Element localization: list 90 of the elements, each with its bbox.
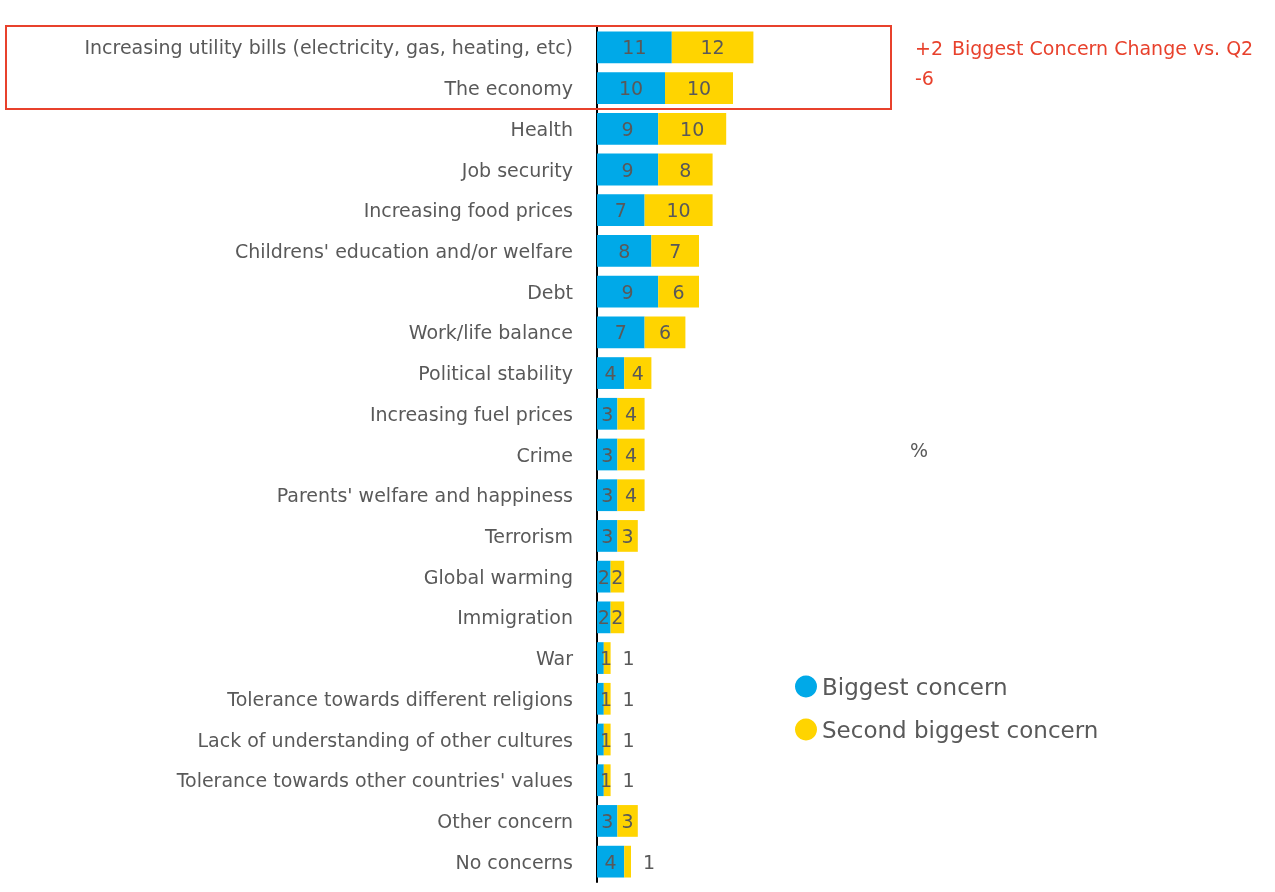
data-label: 7 [669,239,682,262]
data-label: 9 [621,158,634,181]
bar [644,316,686,349]
y-tick-label: Increasing food prices [363,199,573,222]
y-tick-label: Global warming [423,565,573,588]
data-label: 7 [614,199,627,222]
data-label: 4 [604,850,617,873]
data-label: 10 [680,117,705,140]
bar [617,479,645,512]
bar [658,153,713,186]
data-label: 3 [621,809,634,832]
data-label: 2 [611,606,624,629]
data-label: 3 [601,443,614,466]
bar [597,845,625,878]
data-label: 3 [601,484,614,507]
y-tick-label: Work/life balance [408,321,573,344]
bar [617,520,638,552]
data-label: 1 [622,647,635,670]
y-tick-label: Parents' welfare and happiness [276,484,573,507]
data-label: 3 [601,809,614,832]
data-label: 4 [604,362,617,385]
bar [617,805,638,837]
y-tick-label: Other concern [437,809,573,832]
bar [644,194,713,227]
data-label: 3 [621,524,634,547]
y-tick-label: Lack of understanding of other cultures [197,728,573,751]
data-label: 10 [666,199,691,222]
bar [597,194,645,227]
data-label: 7 [614,321,627,344]
bar [597,112,659,145]
text: Biggest Concern Change vs. Q2 [952,36,1254,59]
data-label: 2 [597,606,610,629]
data-label: 4 [624,402,638,425]
y-tick-label: Job security [460,158,573,181]
bar [671,31,754,64]
y-tick-label: Increasing utility bills (electricity, gas, heating, etc) [84,36,573,59]
data-label: 4 [624,484,638,507]
data-label: 9 [621,117,634,140]
legend-label: Biggest concern [822,673,1008,700]
bar [597,357,625,389]
data-label: 1 [622,769,635,792]
data-label: 9 [621,280,634,303]
bar [617,397,645,430]
data-label: 3 [601,402,614,425]
bar [597,275,659,308]
bar [624,845,631,878]
data-label: 1 [622,728,635,751]
bar [597,31,672,64]
bar [624,357,652,389]
text: % [910,438,929,461]
bar [597,72,665,104]
data-label: 6 [658,321,672,344]
data-label: 2 [597,565,610,588]
y-tick-label: Political stability [418,362,573,385]
data-label: 1 [643,850,656,873]
y-tick-label: Crime [516,443,573,466]
data-label: 10 [618,77,644,100]
y-tick-label: Immigration [457,606,573,629]
y-tick-label: Childrens' education and/or welfare [234,239,573,262]
data-label: 12 [700,36,725,59]
data-label: 6 [672,280,685,303]
bar [658,112,727,145]
y-tick-label: Debt [527,280,573,303]
data-label: 1 [622,687,635,710]
data-label: 8 [618,239,631,262]
bar [617,438,645,471]
y-tick-label: Terrorism [483,524,573,547]
text: -6 [915,66,934,89]
text: +2 [915,36,944,59]
y-tick-label: Tolerance towards different religions [226,687,573,710]
data-label: 2 [611,565,624,588]
data-label: 4 [624,443,638,466]
data-label: 10 [686,77,712,100]
bar [597,235,652,267]
legend-label: Second biggest concern [822,716,1099,743]
y-tick-label: Increasing fuel prices [369,402,573,425]
y-tick-label: The economy [443,77,573,100]
bar [651,235,699,267]
y-tick-label: War [535,647,574,670]
y-tick-label: Tolerance towards other countries' values [175,769,573,792]
y-tick-label: Health [510,117,573,140]
bar [665,72,733,104]
data-label: 3 [601,524,614,547]
y-tick-label: No concerns [455,850,573,873]
data-label: 11 [622,36,647,59]
bar [597,316,645,349]
data-label: 8 [679,158,692,181]
data-label: 4 [631,362,644,385]
bar [597,153,659,186]
bar [658,275,699,308]
